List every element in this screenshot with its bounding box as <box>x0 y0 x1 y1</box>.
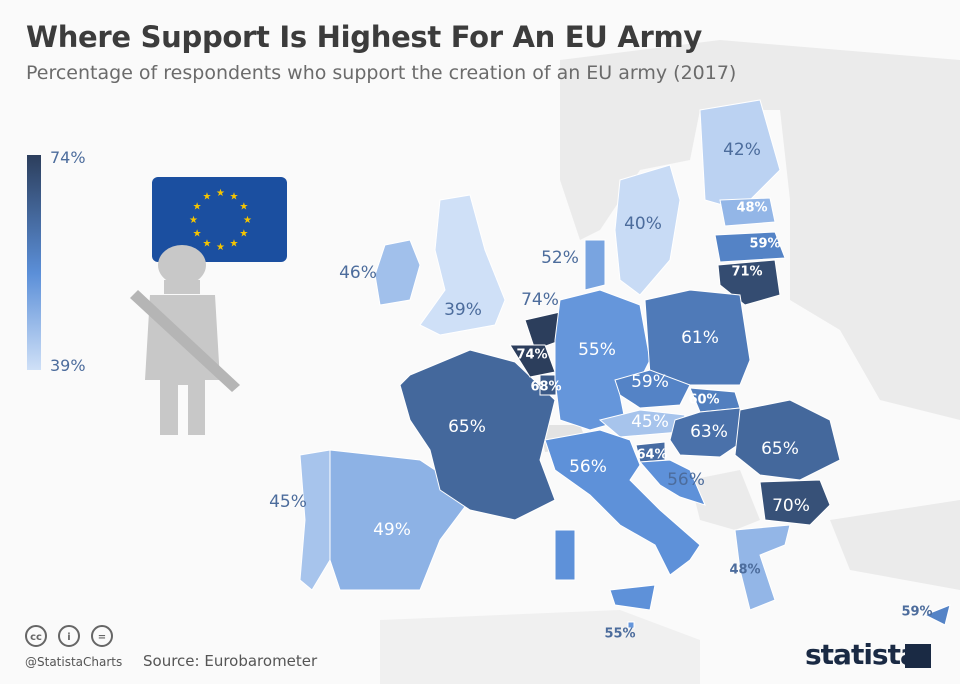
country-latvia <box>714 231 786 263</box>
value-label-sweden: 40% <box>624 214 662 234</box>
value-label-germany: 55% <box>578 340 616 360</box>
country-estonia <box>719 197 776 227</box>
chart-title: Where Support Is Highest For An EU Army <box>26 20 703 54</box>
flag-star: ★ <box>230 192 239 203</box>
country-greece <box>734 524 791 611</box>
nd-icon: = <box>91 625 113 647</box>
country-france <box>399 349 556 521</box>
value-label-italy: 56% <box>569 457 607 477</box>
value-label-austria: 45% <box>631 412 669 432</box>
country-finland <box>699 99 781 211</box>
legend-color-bar <box>27 155 41 370</box>
country-spain <box>329 449 471 591</box>
country-hungary <box>669 407 746 458</box>
value-label-united-kingdom: 39% <box>444 300 482 320</box>
background-land <box>380 40 960 684</box>
value-label-slovenia: 64% <box>636 447 668 463</box>
flag-star: ★ <box>239 229 248 240</box>
statista-logo-mark <box>905 644 931 668</box>
legend-max-label: 74% <box>50 148 86 167</box>
value-label-cyprus: 59% <box>901 604 933 620</box>
value-label-belgium: 74% <box>516 347 548 363</box>
by-icon: i <box>58 625 80 647</box>
country-denmark <box>584 239 606 291</box>
eu-flag-icon: ★ ★★★★★★★★★★★ <box>152 177 287 262</box>
flag-star: ★ <box>216 188 225 199</box>
value-label-croatia: 56% <box>667 470 705 490</box>
source-note: Source: Eurobarometer <box>143 652 318 670</box>
eu-flag-soldier-illustration: ★ ★★★★★★★★★★★ <box>130 177 287 435</box>
value-label-france: 65% <box>448 417 486 437</box>
flag-star: ★ <box>189 215 198 226</box>
country-portugal <box>299 449 331 591</box>
flag-star: ★ <box>243 215 252 226</box>
country-germany <box>554 289 651 431</box>
value-label-finland: 42% <box>723 140 761 160</box>
country-lithuania <box>717 259 781 306</box>
country-romania <box>734 399 841 481</box>
value-label-estonia: 48% <box>736 200 768 216</box>
country-united-kingdom <box>419 194 506 336</box>
flag-star: ★ <box>203 192 212 203</box>
statista-logo[interactable]: statista <box>805 638 919 671</box>
value-label-malta: 55% <box>604 626 636 642</box>
country-cyprus <box>923 604 951 626</box>
value-label-poland: 61% <box>681 328 719 348</box>
cc-icon: cc <box>25 625 47 647</box>
flag-star: ★ <box>230 238 239 249</box>
legend-min-label: 39% <box>50 356 86 375</box>
country-sweden <box>614 164 681 296</box>
country-bulgaria <box>759 479 831 526</box>
value-label-hungary: 63% <box>690 422 728 442</box>
value-label-spain: 49% <box>373 520 411 540</box>
value-label-denmark: 52% <box>541 248 579 268</box>
value-label-portugal: 45% <box>269 492 307 512</box>
value-label-slovakia: 60% <box>688 392 720 408</box>
value-label-romania: 65% <box>761 439 799 459</box>
value-label-lithuania: 71% <box>731 264 763 280</box>
country-italy <box>544 429 701 611</box>
value-label-luxembourg: 68% <box>530 379 562 395</box>
flag-star: ★ <box>203 238 212 249</box>
country-malta <box>627 621 635 629</box>
chart-subtitle: Percentage of respondents who support th… <box>26 62 737 84</box>
value-label-ireland: 46% <box>339 263 377 283</box>
value-label-bulgaria: 70% <box>772 496 810 516</box>
country-ireland <box>374 239 421 306</box>
flag-star: ★ <box>193 229 202 240</box>
flag-star: ★ <box>239 202 248 213</box>
value-label-czechia: 59% <box>631 372 669 392</box>
twitter-handle[interactable]: @StatistaCharts <box>25 655 123 669</box>
country-luxembourg <box>539 374 557 396</box>
flag-star: ★ <box>216 242 225 253</box>
country-croatia <box>638 459 706 506</box>
value-label-latvia: 59% <box>749 236 781 252</box>
value-label-netherlands: 74% <box>521 290 559 310</box>
country-czechia <box>614 369 691 409</box>
soldier-icon <box>130 245 240 435</box>
value-label-greece: 48% <box>729 562 761 578</box>
flag-star: ★ <box>193 202 202 213</box>
